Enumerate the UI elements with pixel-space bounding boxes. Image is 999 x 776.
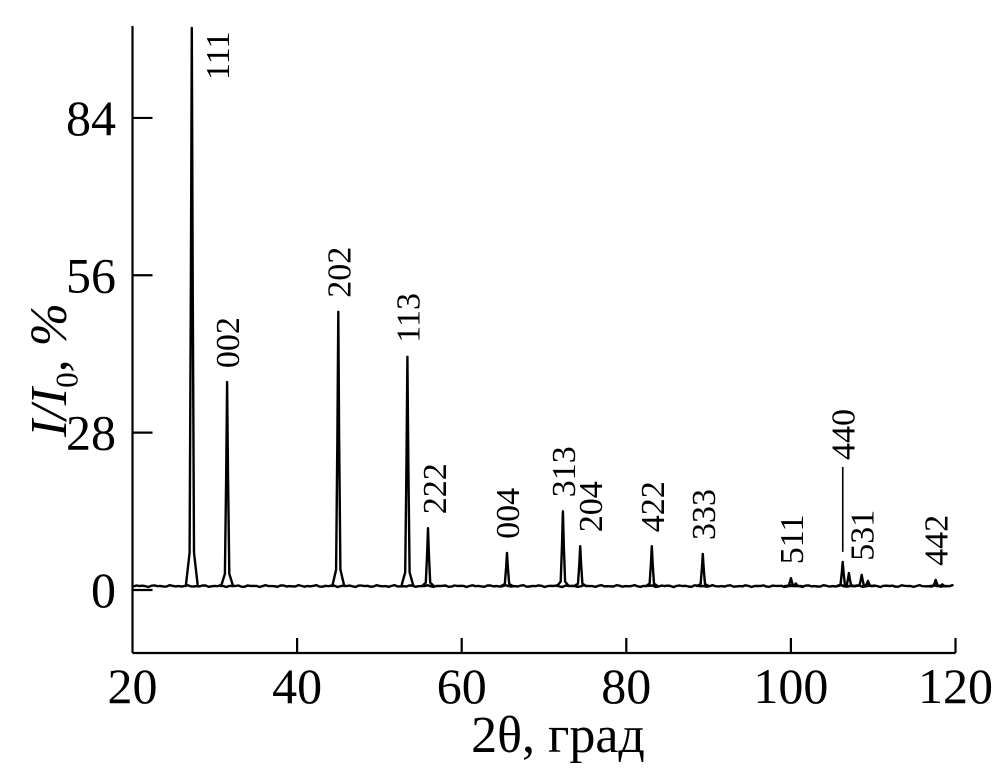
x-tick-label-40: 40 <box>272 658 322 714</box>
peak-label-111: 111 <box>200 32 237 80</box>
baseline-trace <box>132 583 954 589</box>
peak-label-113: 113 <box>390 293 427 343</box>
peak-label-313: 313 <box>546 446 583 497</box>
peak-440-ka2-shoulder <box>841 571 857 588</box>
peak-label-511: 511 <box>774 514 811 564</box>
peak-label-002: 002 <box>210 317 247 368</box>
x-tick-label-80: 80 <box>601 658 651 714</box>
peak-label-440: 440 <box>826 409 863 460</box>
peak-label-333: 333 <box>686 489 723 540</box>
y-axis-title: I/I0, % <box>21 252 84 488</box>
y-tick-label-84: 84 <box>66 90 116 146</box>
x-tick-label-120: 120 <box>918 658 993 714</box>
x-tick-label-20: 20 <box>108 658 158 714</box>
peak-002 <box>219 380 235 588</box>
peak-label-004: 004 <box>490 488 527 539</box>
peak-202 <box>331 310 346 588</box>
peak-label-442: 442 <box>919 515 956 566</box>
peak-333 <box>695 552 710 588</box>
peak-label-531: 531 <box>845 510 882 561</box>
peak-442-ka2-shoulder <box>935 583 950 588</box>
y-tick-label-56: 56 <box>66 247 116 303</box>
y-title-suffix: , % <box>21 302 78 373</box>
peak-111 <box>184 26 200 588</box>
peak-531-ka2-shoulder <box>860 579 876 588</box>
x-axis-title: 2θ, град <box>471 707 645 764</box>
peak-204 <box>573 545 588 588</box>
peak-511-ka2-shoulder <box>788 582 803 588</box>
peak-422 <box>644 545 659 588</box>
peak-222 <box>420 527 436 588</box>
x-tick-label-100: 100 <box>753 658 828 714</box>
x-tick-label-60: 60 <box>437 658 487 714</box>
y-tick-label-0: 0 <box>91 562 116 618</box>
peak-label-202: 202 <box>321 247 358 298</box>
y-tick-label-28: 28 <box>66 405 116 461</box>
y-title-subscript: 0 <box>49 372 85 388</box>
peak-004 <box>499 551 515 588</box>
peak-113 <box>400 355 415 588</box>
y-title-numerator: I <box>21 419 78 438</box>
y-title-slash: / <box>21 405 78 420</box>
peak-313 <box>555 510 571 588</box>
y-title-denominator: I <box>21 387 78 406</box>
peak-label-422: 422 <box>635 481 672 532</box>
peak-label-204: 204 <box>573 481 610 532</box>
peak-label-222: 222 <box>417 463 454 514</box>
